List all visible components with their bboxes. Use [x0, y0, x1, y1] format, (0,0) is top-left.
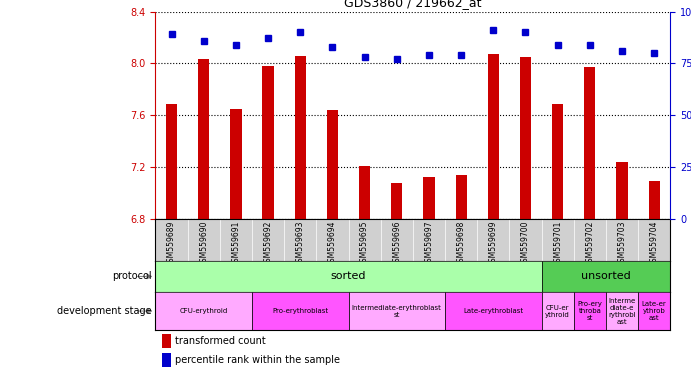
- Bar: [252, 292, 348, 330]
- Bar: [455, 175, 466, 219]
- Text: GSM559694: GSM559694: [328, 221, 337, 268]
- Bar: [520, 57, 531, 219]
- Text: GSM559699: GSM559699: [489, 221, 498, 268]
- Bar: [606, 292, 638, 330]
- Text: GSM559703: GSM559703: [618, 221, 627, 268]
- Bar: [445, 292, 542, 330]
- Bar: [584, 67, 596, 219]
- Text: Pro-erythroblast: Pro-erythroblast: [272, 308, 328, 314]
- Text: GSM559697: GSM559697: [424, 221, 433, 268]
- Bar: [230, 109, 242, 219]
- Bar: [488, 54, 499, 219]
- Text: sorted: sorted: [331, 271, 366, 281]
- Text: GSM559689: GSM559689: [167, 221, 176, 267]
- Bar: [424, 177, 435, 219]
- Text: CFU-erythroid: CFU-erythroid: [180, 308, 228, 314]
- Bar: [552, 104, 563, 219]
- Text: Late-erythroblast: Late-erythroblast: [463, 308, 523, 314]
- Text: GSM559704: GSM559704: [650, 221, 659, 268]
- Bar: [542, 292, 574, 330]
- Bar: [166, 104, 177, 219]
- Bar: [391, 182, 402, 219]
- Bar: [162, 353, 171, 367]
- Text: development stage: development stage: [57, 306, 152, 316]
- Bar: [574, 292, 606, 330]
- Text: Late-er
ythrob
ast: Late-er ythrob ast: [642, 301, 667, 321]
- Text: GSM559696: GSM559696: [392, 221, 401, 268]
- Text: CFU-er
ythroid: CFU-er ythroid: [545, 305, 570, 318]
- Text: Intermediate-erythroblast
st: Intermediate-erythroblast st: [352, 305, 442, 318]
- Bar: [155, 261, 542, 292]
- Text: GSM559692: GSM559692: [263, 221, 272, 267]
- Bar: [162, 334, 171, 348]
- Text: GSM559695: GSM559695: [360, 221, 369, 268]
- Title: GDS3860 / 219662_at: GDS3860 / 219662_at: [344, 0, 482, 9]
- Text: GSM559701: GSM559701: [553, 221, 562, 267]
- Bar: [359, 166, 370, 219]
- Bar: [542, 261, 670, 292]
- Bar: [327, 110, 338, 219]
- Bar: [348, 292, 445, 330]
- Bar: [155, 292, 252, 330]
- Text: Pro-ery
throba
st: Pro-ery throba st: [578, 301, 603, 321]
- Text: percentile rank within the sample: percentile rank within the sample: [175, 355, 340, 365]
- Text: GSM559690: GSM559690: [199, 221, 208, 268]
- Bar: [263, 66, 274, 219]
- Text: transformed count: transformed count: [175, 336, 265, 346]
- Text: GSM559700: GSM559700: [521, 221, 530, 268]
- Bar: [198, 60, 209, 219]
- Text: GSM559693: GSM559693: [296, 221, 305, 268]
- Text: GSM559698: GSM559698: [457, 221, 466, 267]
- Text: unsorted: unsorted: [581, 271, 631, 281]
- Bar: [616, 162, 627, 219]
- Bar: [649, 181, 660, 219]
- Bar: [294, 56, 306, 219]
- Text: GSM559702: GSM559702: [585, 221, 594, 267]
- Text: GSM559691: GSM559691: [231, 221, 240, 267]
- Text: Interme
diate-e
rythrobl
ast: Interme diate-e rythrobl ast: [608, 298, 636, 324]
- Bar: [638, 292, 670, 330]
- Text: protocol: protocol: [113, 271, 152, 281]
